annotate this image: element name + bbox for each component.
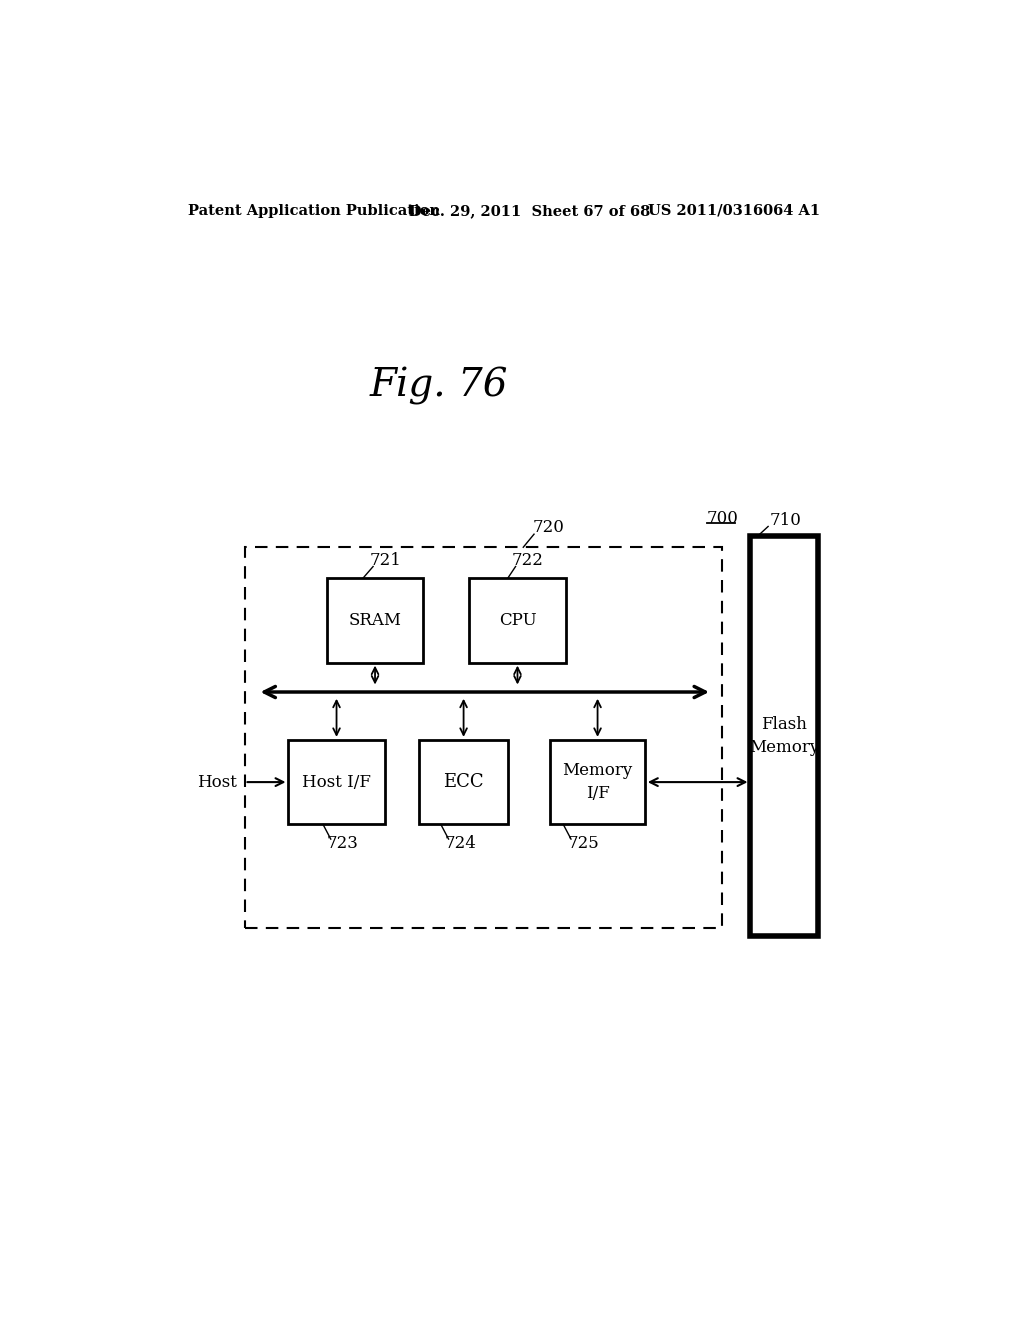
Text: Host I/F: Host I/F: [302, 774, 371, 791]
Text: 721: 721: [370, 552, 401, 569]
Text: 710: 710: [770, 512, 802, 529]
Text: ECC: ECC: [443, 774, 484, 791]
Bar: [469, 578, 565, 663]
Bar: [289, 739, 385, 825]
Text: US 2011/0316064 A1: US 2011/0316064 A1: [648, 203, 820, 218]
Bar: [751, 536, 818, 936]
Text: Flash
Memory: Flash Memory: [750, 715, 819, 756]
Text: 725: 725: [567, 836, 599, 853]
Bar: [419, 739, 508, 825]
Text: 722: 722: [512, 552, 544, 569]
Bar: [550, 739, 645, 825]
Bar: [245, 548, 722, 928]
Text: Memory
I/F: Memory I/F: [562, 762, 633, 803]
Text: SRAM: SRAM: [348, 612, 401, 628]
Text: 724: 724: [444, 836, 476, 853]
Text: CPU: CPU: [499, 612, 537, 628]
Bar: [327, 578, 423, 663]
Text: Dec. 29, 2011  Sheet 67 of 68: Dec. 29, 2011 Sheet 67 of 68: [410, 203, 650, 218]
Text: Patent Application Publication: Patent Application Publication: [188, 203, 440, 218]
Text: 723: 723: [327, 836, 358, 853]
Text: Host: Host: [197, 774, 237, 791]
Text: 700: 700: [707, 511, 738, 527]
Text: Fig. 76: Fig. 76: [370, 367, 508, 404]
Text: 720: 720: [532, 520, 564, 536]
